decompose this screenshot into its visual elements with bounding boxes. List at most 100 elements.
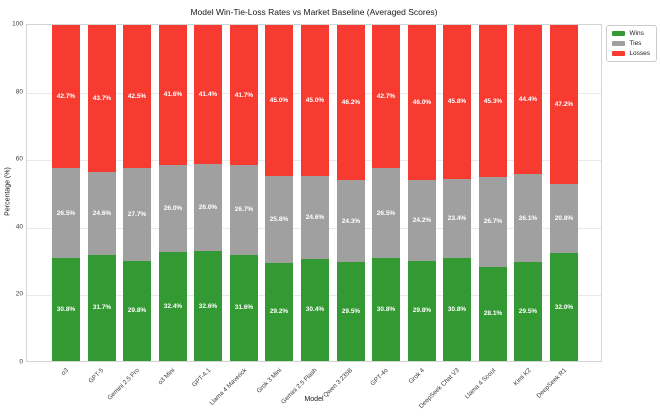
segment-value-label: 29.2% [269, 308, 289, 316]
segment-value-label: 26.5% [56, 209, 76, 217]
segment-value-label: 26.5% [376, 209, 396, 217]
bar-segment-ties: 25.8% [265, 176, 293, 263]
bar-segment-ties: 26.7% [230, 165, 258, 255]
bar-segment-losses: 41.4% [194, 25, 222, 165]
bar-kimi-k2: 29.5% 26.1% 44.4% [514, 25, 542, 361]
segment-value-label: 45.3% [483, 97, 503, 105]
segment-value-label: 44.4% [518, 96, 538, 104]
bar-segment-losses: 47.2% [550, 25, 578, 184]
x-tick-label: o3 Mini [157, 367, 177, 387]
bar-o3-mini: 32.4% 26.0% 41.6% [159, 25, 187, 361]
y-tick-label: 80 [15, 88, 23, 96]
segment-value-label: 23.4% [447, 214, 467, 222]
legend-item-losses: Losses [612, 50, 650, 57]
bar-grok-3-mini: 29.2% 25.8% 45.0% [265, 25, 293, 361]
legend-label: Losses [629, 50, 650, 57]
bar-segment-losses: 45.3% [479, 25, 507, 178]
y-tick-label: 0 [19, 358, 23, 366]
bar-segment-wins: 29.5% [337, 261, 365, 361]
bar-segment-wins: 29.2% [265, 262, 293, 361]
legend: Wins Ties Losses [606, 25, 657, 62]
x-tick-label: o3 [60, 367, 71, 377]
segment-value-label: 32.6% [198, 302, 218, 310]
bar-segment-losses: 46.0% [408, 25, 436, 180]
bar-segment-losses: 46.2% [337, 25, 365, 181]
bar-deepseek-r1: 32.0% 20.8% 47.2% [550, 25, 578, 361]
bar-segment-ties: 24.2% [408, 179, 436, 261]
segment-value-label: 27.7% [127, 210, 147, 218]
bar-segment-ties: 20.8% [550, 183, 578, 254]
x-tick-label: GPT-4.1 [190, 367, 213, 389]
bar-segment-losses: 42.7% [372, 25, 400, 169]
segment-value-label: 41.6% [163, 91, 183, 99]
bar-gpt-4o: 30.8% 26.5% 42.7% [372, 25, 400, 361]
segment-value-label: 31.6% [234, 304, 254, 312]
segment-value-label: 42.7% [56, 93, 76, 101]
bar-segment-losses: 45.0% [265, 25, 293, 177]
segment-value-label: 30.8% [447, 305, 467, 313]
bar-segment-losses: 45.0% [301, 25, 329, 177]
segment-value-label: 45.0% [269, 97, 289, 105]
bar-qwen-3-235b: 29.5% 24.3% 46.2% [337, 25, 365, 361]
segment-value-label: 42.7% [376, 93, 396, 101]
wins-swatch-icon [612, 31, 626, 36]
bar-deepseek-chat-v3: 30.8% 23.4% 45.8% [443, 25, 471, 361]
ties-swatch-icon [612, 41, 626, 46]
x-tick-label: Grok 4 [407, 367, 426, 386]
bar-segment-ties: 27.7% [123, 167, 151, 261]
segment-value-label: 25.8% [269, 216, 289, 224]
segment-value-label: 45.0% [305, 97, 325, 105]
bar-segment-wins: 30.8% [372, 257, 400, 361]
bar-o3: 30.8% 26.5% 42.7% [52, 25, 80, 361]
segment-value-label: 31.7% [92, 304, 112, 312]
bar-segment-ties: 26.5% [52, 168, 80, 258]
chart-title: Model Win-Tie-Loss Rates vs Market Basel… [190, 7, 438, 17]
segment-value-label: 29.5% [341, 307, 361, 315]
bar-segment-wins: 30.4% [301, 258, 329, 361]
bar-llama-4-scout: 28.1% 26.7% 45.3% [479, 25, 507, 361]
legend-item-ties: Ties [612, 40, 650, 47]
segment-value-label: 29.5% [518, 307, 538, 315]
losses-swatch-icon [612, 51, 626, 56]
x-tick-label: DeepSeek R1 [535, 367, 568, 400]
segment-value-label: 32.4% [163, 303, 183, 311]
bar-segment-losses: 43.7% [88, 25, 116, 172]
segment-value-label: 26.1% [518, 214, 538, 222]
segment-value-label: 26.7% [234, 206, 254, 214]
bar-segment-ties: 26.1% [514, 174, 542, 262]
bar-segment-ties: 26.5% [372, 168, 400, 258]
x-tick-label: GPT-5 [87, 367, 106, 385]
segment-value-label: 26.7% [483, 218, 503, 226]
bar-segment-wins: 32.6% [194, 251, 222, 361]
bar-segment-losses: 41.7% [230, 25, 258, 166]
bar-gemini-2-5-pro: 29.8% 27.7% 42.5% [123, 25, 151, 361]
bar-segment-ties: 23.4% [443, 178, 471, 258]
segment-value-label: 20.8% [554, 215, 574, 223]
bar-gpt-5: 31.7% 24.6% 43.7% [88, 25, 116, 361]
segment-value-label: 26.0% [198, 204, 218, 212]
bar-segment-ties: 26.7% [479, 177, 507, 267]
bar-segment-losses: 45.8% [443, 25, 471, 179]
segment-value-label: 26.0% [163, 204, 183, 212]
segment-value-label: 47.2% [554, 100, 574, 108]
bar-segment-wins: 31.6% [230, 254, 258, 361]
segment-value-label: 42.5% [127, 92, 147, 100]
bar-llama-4-maverick: 31.6% 26.7% 41.7% [230, 25, 258, 361]
x-tick-label: GPT-4o [369, 367, 391, 388]
segment-value-label: 41.4% [198, 91, 218, 99]
segment-value-label: 29.8% [412, 307, 432, 315]
bar-segment-wins: 29.5% [514, 261, 542, 361]
bar-segment-wins: 29.8% [408, 260, 436, 361]
bar-segment-wins: 31.7% [88, 254, 116, 361]
bar-segment-ties: 24.3% [337, 180, 365, 262]
bar-segment-losses: 42.5% [123, 25, 151, 168]
bar-gpt-4-1: 32.6% 26.0% 41.4% [194, 25, 222, 361]
bar-segment-wins: 32.4% [159, 252, 187, 361]
bar-segment-ties: 26.0% [159, 164, 187, 253]
segment-value-label: 43.7% [92, 94, 112, 102]
segment-value-label: 28.1% [483, 310, 503, 318]
bar-segment-wins: 29.8% [123, 260, 151, 361]
legend-item-wins: Wins [612, 30, 650, 37]
bar-segment-losses: 42.7% [52, 25, 80, 169]
